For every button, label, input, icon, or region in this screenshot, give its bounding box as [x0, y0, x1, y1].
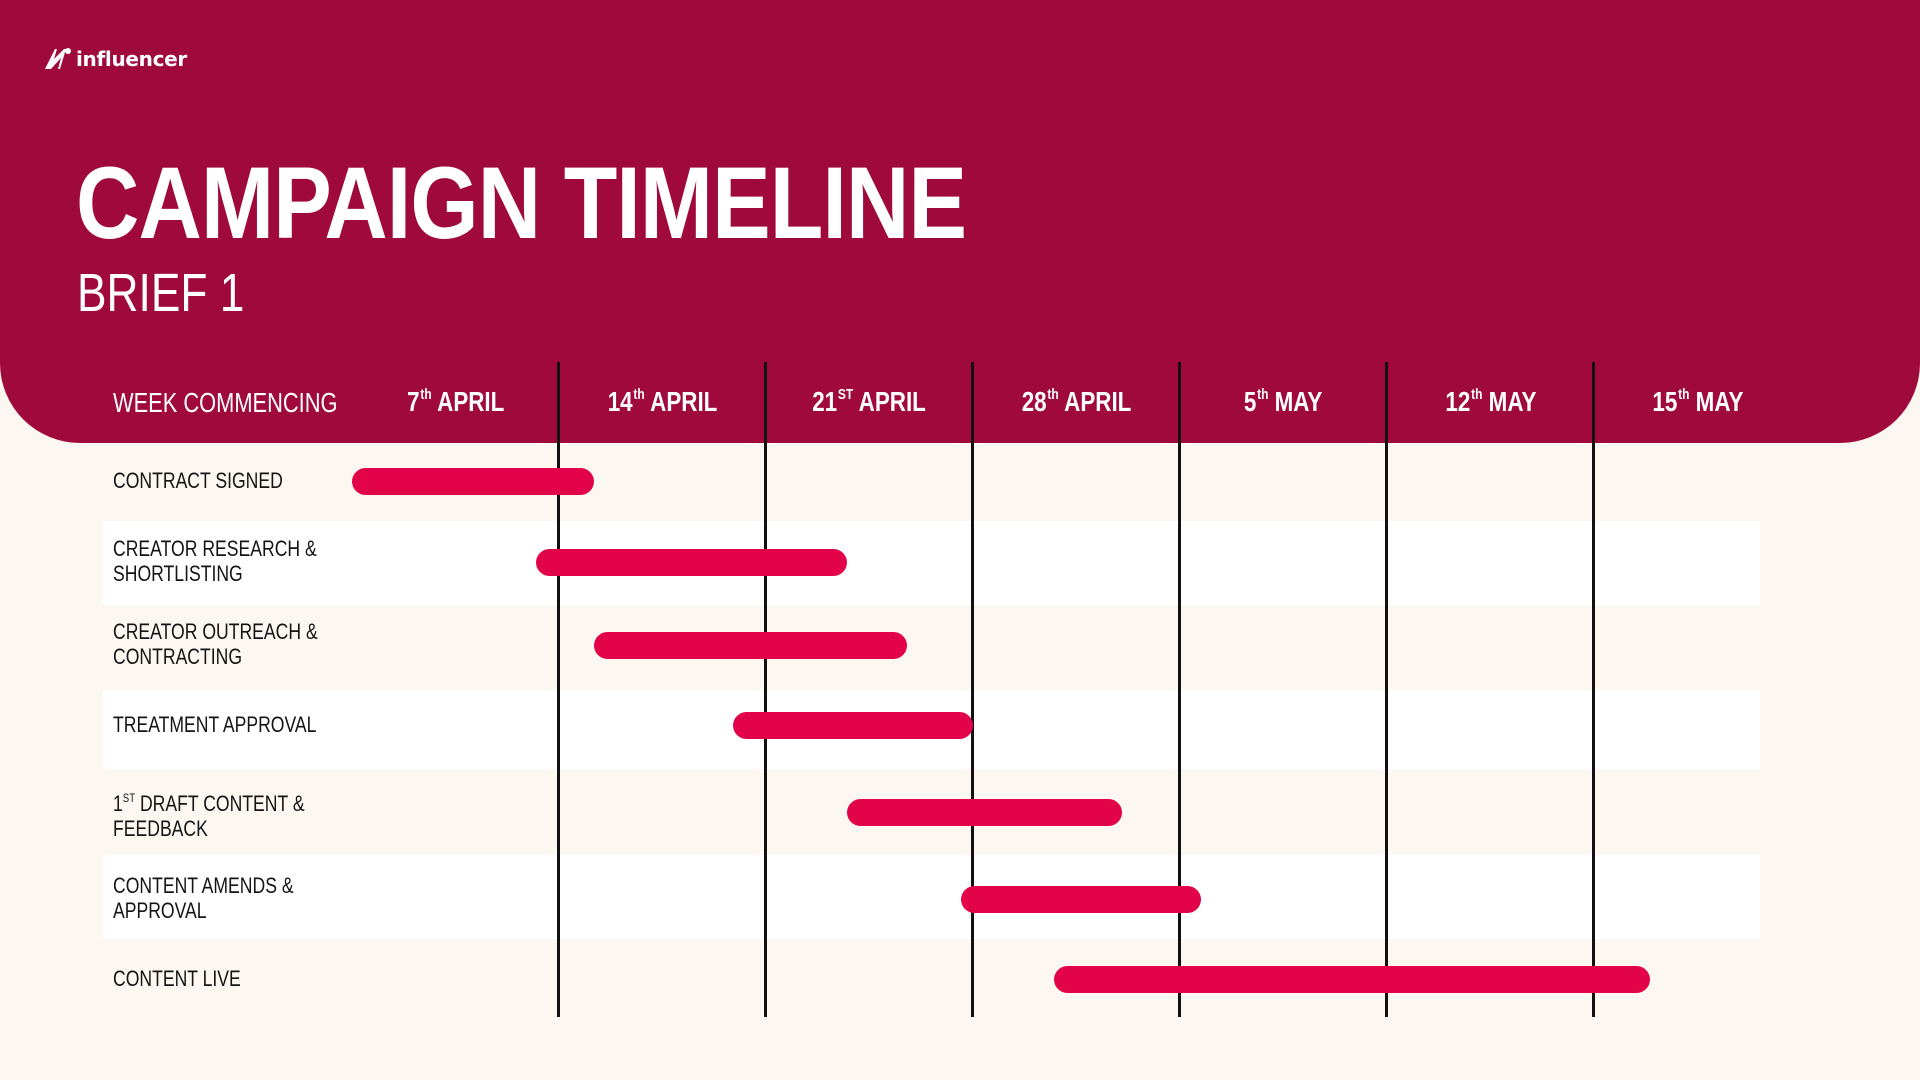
week-day: 21: [812, 386, 838, 417]
task-label-line: FEEDBACK: [113, 816, 208, 841]
task-label-line: APPROVAL: [113, 898, 207, 923]
row-stripe: [103, 521, 1760, 605]
week-divider: [764, 362, 767, 1017]
week-month: MAY: [1689, 386, 1743, 417]
week-divider: [1592, 362, 1595, 1017]
task-bar: [1053, 966, 1650, 993]
week-header: 15th MAY: [1594, 383, 1801, 421]
week-day: 15: [1651, 386, 1677, 417]
task-label-line: CREATOR OUTREACH &: [113, 619, 318, 644]
task-label-line: CONTRACTING: [113, 644, 243, 669]
week-day-suffix: th: [1470, 386, 1483, 403]
page-subtitle: BRIEF 1: [77, 263, 245, 323]
influencer-logo-icon: [45, 48, 71, 69]
week-month: APRIL: [644, 386, 718, 417]
week-day-suffix: th: [633, 386, 645, 403]
week-day: 7: [406, 386, 420, 417]
task-bar: [846, 799, 1123, 826]
task-label: CONTRACT SIGNED: [113, 468, 283, 493]
task-label: TREATMENT APPROVAL: [113, 712, 316, 737]
task-label-line: CONTENT AMENDS &: [113, 873, 294, 898]
week-header: 7th APRIL: [352, 383, 559, 421]
week-day-suffix: th: [1047, 386, 1059, 403]
week-day: 28: [1021, 386, 1047, 417]
week-commencing-label: WEEK COMMENCING: [113, 387, 338, 418]
page-title: CAMPAIGN TIMELINE: [76, 146, 967, 260]
week-month: MAY: [1482, 386, 1536, 417]
row-stripe: [103, 855, 1760, 939]
task-label-line: SHORTLISTING: [113, 561, 243, 586]
week-divider: [1178, 362, 1181, 1017]
week-header: 12th MAY: [1387, 383, 1594, 421]
week-header: 5th MAY: [1180, 383, 1387, 421]
week-divider: [557, 362, 560, 1017]
week-divider: [971, 362, 974, 1017]
week-day: 14: [607, 386, 633, 417]
task-label: CREATOR RESEARCH & SHORTLISTING: [113, 536, 317, 586]
week-day-suffix: th: [1257, 386, 1269, 403]
task-label-line: 1ST DRAFT CONTENT &: [113, 786, 305, 816]
task-label-prefix-sup: ST: [122, 791, 136, 805]
task-bar: [536, 549, 847, 576]
task-label-line: CONTENT LIVE: [113, 965, 241, 991]
task-label: CREATOR OUTREACH & CONTRACTING: [113, 619, 318, 669]
week-day: 12: [1444, 386, 1470, 417]
brand-name: influencer: [76, 47, 187, 71]
week-day-suffix: th: [420, 386, 432, 403]
task-bar: [960, 886, 1201, 913]
task-label: 1ST DRAFT CONTENT & FEEDBACK: [113, 786, 305, 841]
task-label: CONTENT AMENDS & APPROVAL: [113, 873, 294, 923]
task-bar: [594, 632, 907, 659]
header-banner: [0, 0, 1920, 443]
week-month: MAY: [1268, 386, 1323, 417]
week-divider: [1385, 362, 1388, 1017]
task-bar: [732, 712, 973, 739]
task-label-line: CONTRACT SIGNED: [113, 467, 283, 493]
week-day-suffix: th: [1677, 386, 1690, 403]
task-label-text: DRAFT CONTENT &: [135, 791, 305, 816]
task-label: CONTENT LIVE: [113, 966, 241, 991]
week-header: 21ST APRIL: [766, 383, 973, 421]
week-header: 28th APRIL: [973, 383, 1180, 421]
brand-logo: influencer: [42, 46, 187, 72]
week-month: APRIL: [431, 386, 505, 417]
task-label-line: TREATMENT APPROVAL: [113, 711, 317, 737]
task-label-prefix: 1: [113, 791, 123, 816]
week-day: 5: [1244, 386, 1257, 417]
task-label-line: CREATOR RESEARCH &: [113, 536, 317, 561]
week-month: APRIL: [853, 386, 927, 417]
task-bar: [352, 468, 595, 495]
week-day-suffix: ST: [838, 386, 854, 403]
week-header: 14th APRIL: [559, 383, 766, 421]
week-month: APRIL: [1058, 386, 1132, 417]
